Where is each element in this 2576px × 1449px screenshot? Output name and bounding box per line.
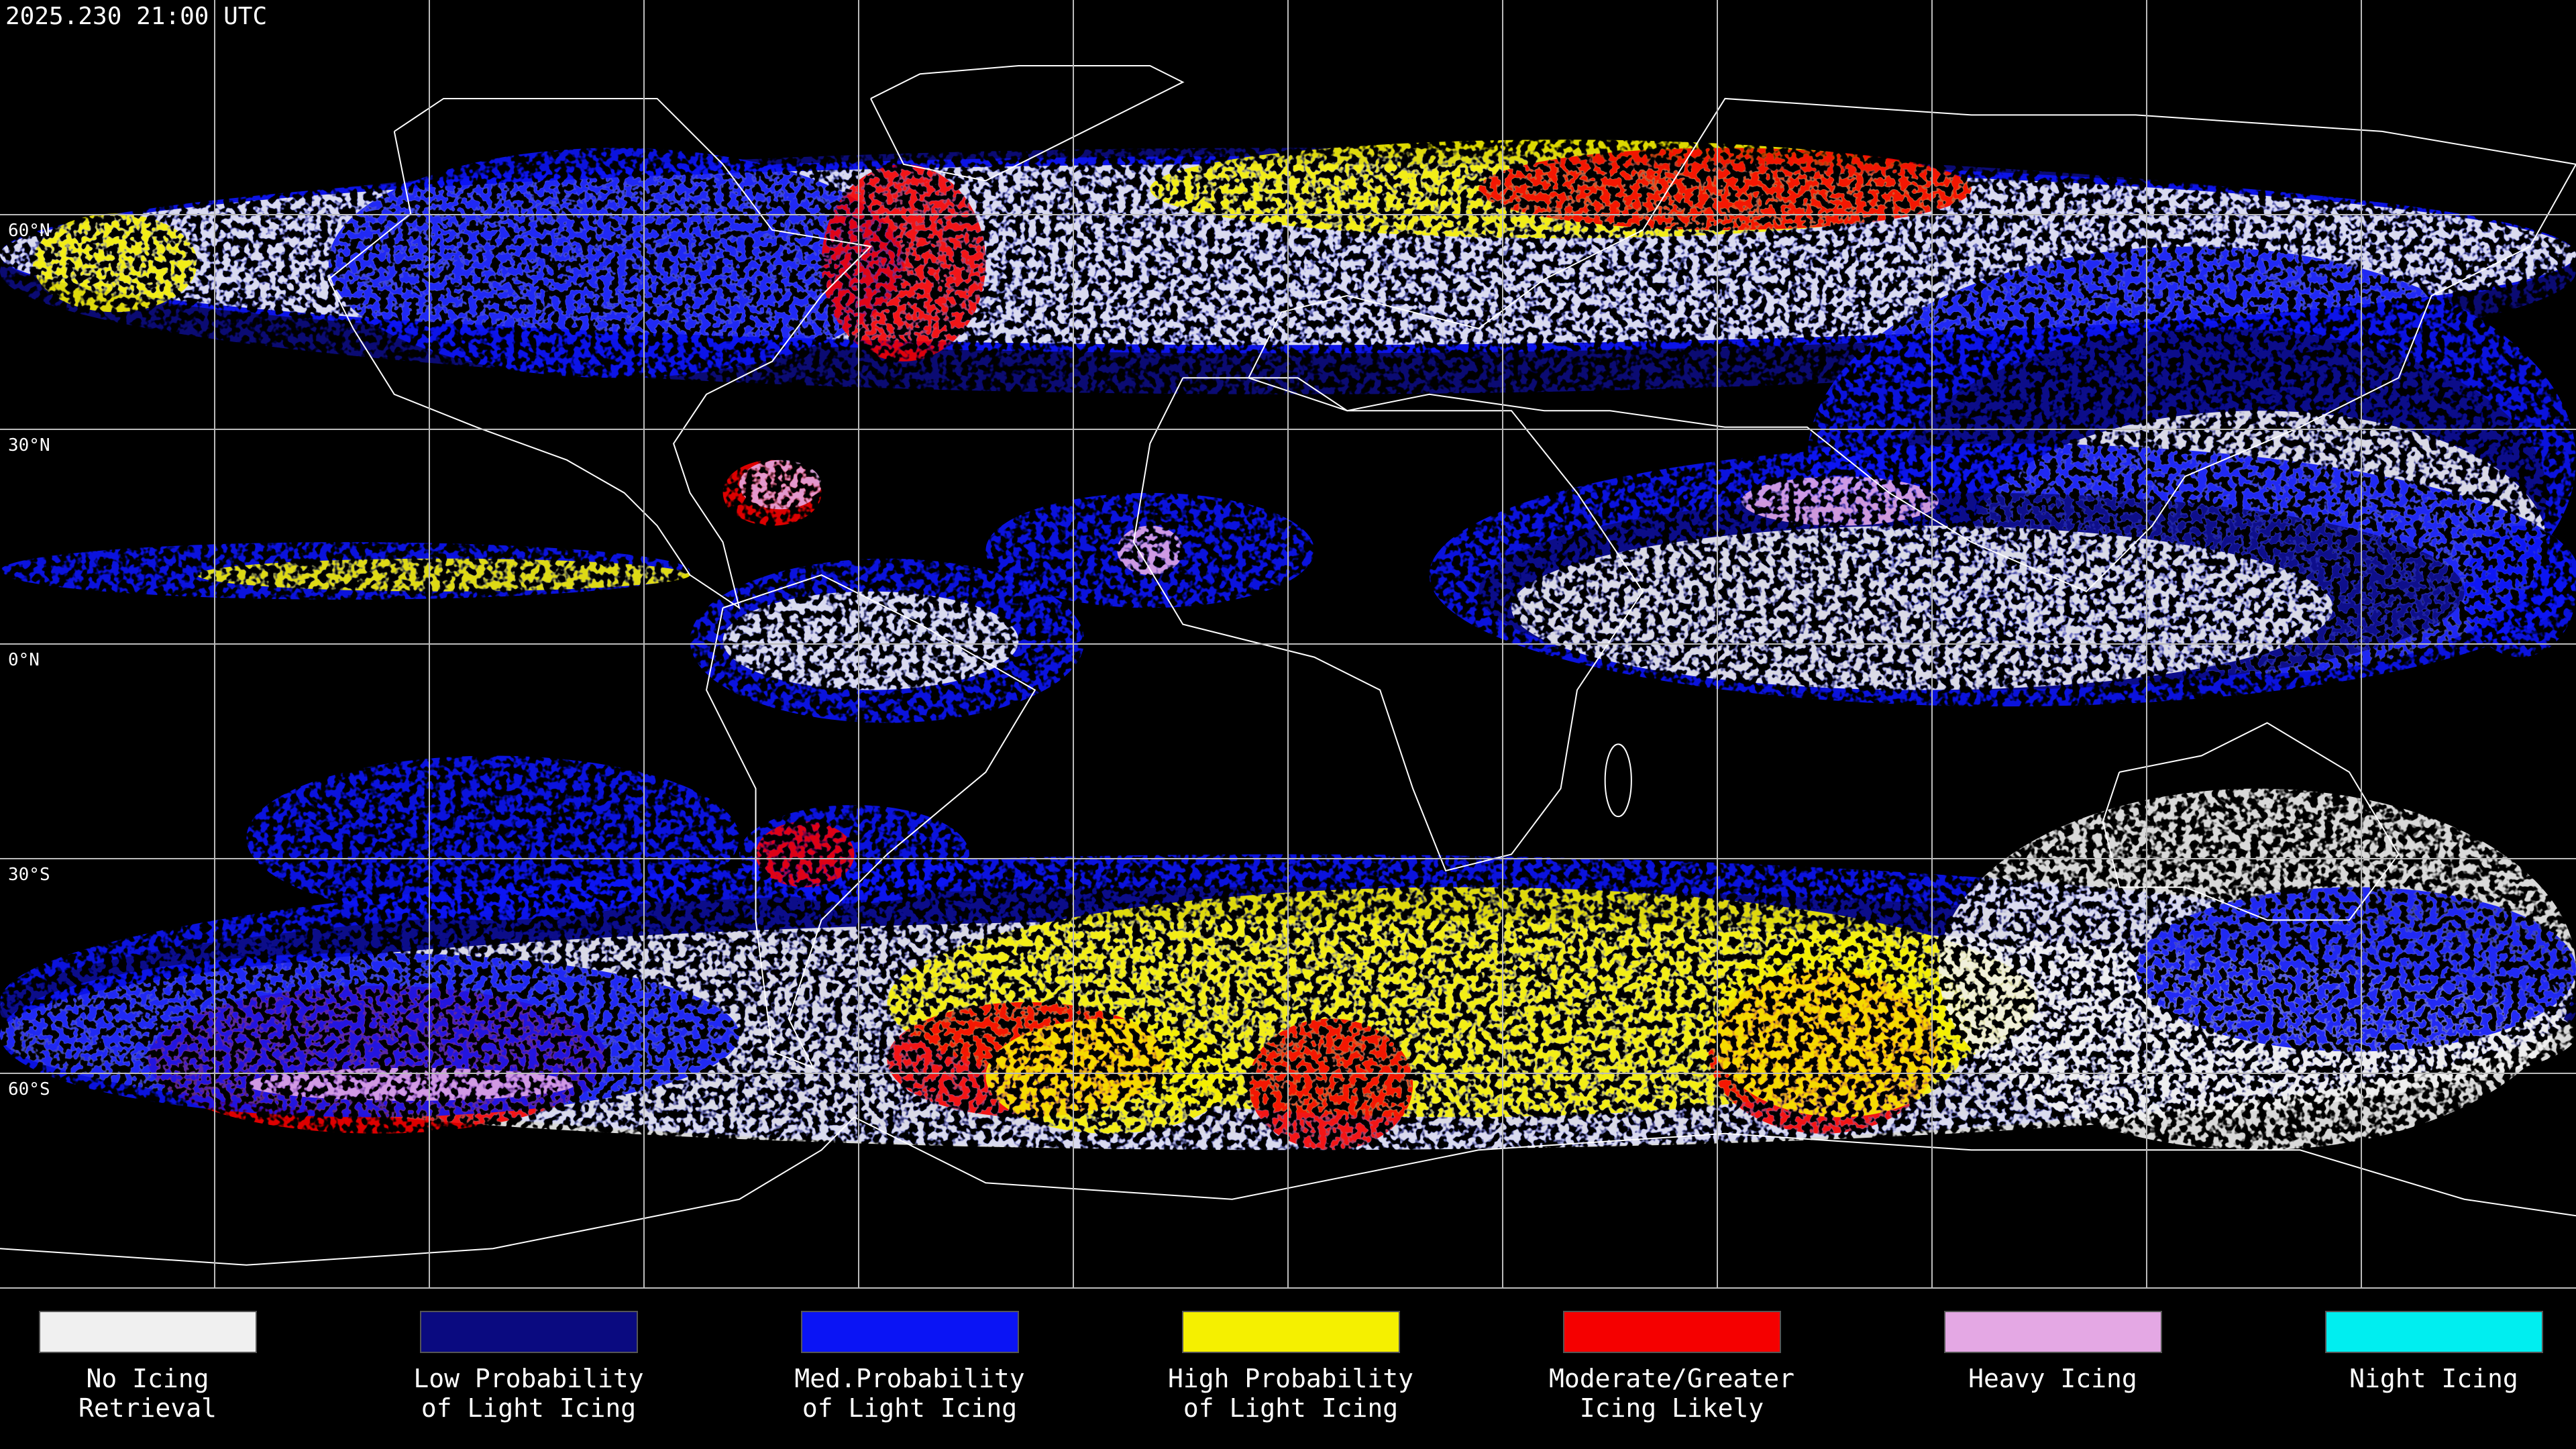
legend-label: Med.Probability bbox=[794, 1364, 1024, 1393]
cloud-patch bbox=[1741, 476, 1939, 526]
cloud-patch bbox=[2135, 887, 2576, 1052]
cloud-patch bbox=[2464, 525, 2576, 657]
cloud-patch bbox=[0, 953, 740, 1118]
legend-swatch bbox=[39, 1311, 257, 1353]
cloud-patch bbox=[739, 460, 822, 510]
coastline bbox=[2103, 723, 2399, 920]
legend-label: Low Probability bbox=[413, 1364, 643, 1393]
legend-label: Night Icing bbox=[2349, 1364, 2518, 1393]
latitude-label: 0°N bbox=[8, 650, 40, 670]
coastline bbox=[1248, 99, 2576, 592]
legend-label: Heavy Icing bbox=[1968, 1364, 2137, 1393]
legend-swatch bbox=[2325, 1311, 2543, 1353]
legend-label: of Light Icing bbox=[802, 1393, 1017, 1423]
cloud-patch bbox=[1248, 1018, 1413, 1150]
legend-label: High Probability bbox=[1168, 1364, 1413, 1393]
latitude-label: 60°S bbox=[8, 1079, 50, 1099]
legend-label: of Light Icing bbox=[1183, 1393, 1398, 1423]
cloud-patch bbox=[246, 755, 740, 920]
legend-label: Moderate/Greater bbox=[1549, 1364, 1794, 1393]
legend-label: No Icing bbox=[86, 1364, 209, 1393]
coastline bbox=[871, 66, 1183, 180]
coastline bbox=[706, 575, 1035, 1068]
cloud-patch bbox=[32, 213, 197, 313]
cloud-patch bbox=[755, 821, 855, 888]
cloud-patch bbox=[722, 591, 1019, 690]
legend-swatch bbox=[1182, 1311, 1400, 1353]
legend-swatch bbox=[1944, 1311, 2162, 1353]
cloud-patch bbox=[246, 1067, 576, 1101]
coastline bbox=[329, 99, 871, 608]
legend-label: Retrieval bbox=[78, 1393, 217, 1423]
cloud-patch bbox=[821, 164, 986, 362]
cloud-patch bbox=[1511, 525, 2333, 690]
legend-swatch bbox=[1563, 1311, 1781, 1353]
graticule: 60°N 30°N 0°N 30°S 60°S bbox=[0, 0, 2576, 1289]
legend-swatch bbox=[420, 1311, 638, 1353]
coastline bbox=[1605, 744, 1631, 816]
cloud-patch bbox=[1117, 525, 1183, 576]
cloud-patch bbox=[1479, 148, 1972, 230]
cloud-patch bbox=[1708, 936, 1972, 1118]
legend-swatch bbox=[801, 1311, 1019, 1353]
timestamp: 2025.230 21:00 UTC bbox=[5, 3, 267, 30]
coastlines bbox=[0, 66, 2576, 1265]
cloud-patch bbox=[985, 1018, 1232, 1134]
legend-label: of Light Icing bbox=[421, 1393, 636, 1423]
coastline bbox=[1134, 378, 1643, 871]
cloud-patch bbox=[328, 148, 904, 378]
latitude-label: 30°S bbox=[8, 865, 50, 885]
legend-label: Icing Likely bbox=[1580, 1393, 1764, 1423]
latitude-label: 30°N bbox=[8, 435, 50, 455]
cloud-patch bbox=[197, 558, 690, 592]
latitude-label: 60°N bbox=[8, 221, 50, 241]
coastline bbox=[0, 1117, 2576, 1265]
